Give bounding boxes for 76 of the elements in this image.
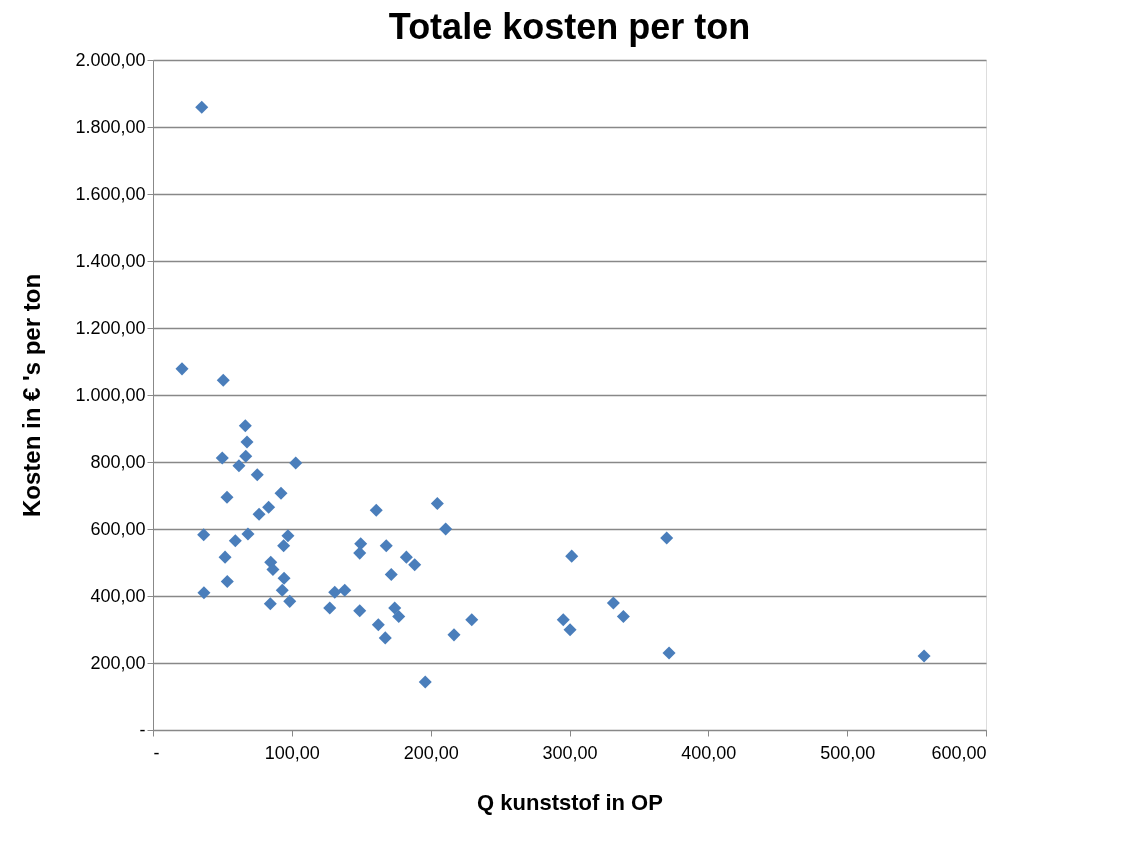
point: [266, 563, 280, 577]
y-tick-label: 1.800,00: [75, 116, 146, 137]
point: [384, 568, 398, 582]
point: [565, 549, 579, 563]
point: [465, 613, 479, 627]
y-tick-label: 1.200,00: [75, 317, 146, 338]
point: [606, 596, 620, 610]
point: [218, 550, 232, 564]
point: [241, 527, 255, 541]
point: [263, 597, 277, 611]
point: [378, 631, 392, 645]
y-tick-label: 1.000,00: [75, 384, 146, 405]
x-tick-label: 400,00: [681, 742, 737, 763]
point: [430, 497, 444, 511]
point: [369, 503, 383, 517]
y-tick-label: 400,00: [90, 585, 146, 606]
point: [439, 522, 453, 536]
point: [252, 507, 266, 521]
y-tick-label: 800,00: [90, 451, 146, 472]
point: [917, 649, 931, 663]
point: [197, 528, 211, 542]
point: [215, 451, 229, 465]
y-tick-label: 600,00: [90, 518, 146, 539]
point: [275, 583, 289, 597]
point: [616, 609, 630, 623]
x-tick-label: -: [153, 742, 160, 763]
x-tick-label: 500,00: [820, 742, 876, 763]
y-tick-label: -: [139, 719, 146, 740]
x-tick-label: 200,00: [403, 742, 459, 763]
point: [175, 362, 189, 376]
point: [354, 537, 368, 551]
point: [408, 558, 422, 572]
point: [216, 373, 230, 387]
point: [283, 594, 297, 608]
point: [388, 601, 402, 615]
point: [353, 604, 367, 618]
point: [323, 601, 337, 615]
x-axis-title: Q kunststof in OP: [477, 789, 663, 815]
point: [353, 546, 367, 560]
point: [399, 550, 413, 564]
point: [262, 500, 276, 514]
point: [328, 585, 342, 599]
point: [447, 628, 461, 642]
x-tick-label: 100,00: [264, 742, 320, 763]
point: [371, 618, 385, 632]
point: [220, 575, 234, 589]
point: [338, 583, 352, 597]
point: [379, 539, 393, 553]
point: [392, 609, 406, 623]
point: [274, 486, 288, 500]
point: [660, 531, 674, 545]
y-tick-label: 200,00: [90, 652, 146, 673]
y-axis-title: Kosten in € 's per ton: [18, 273, 46, 518]
y-tick-label: 1.600,00: [75, 183, 146, 204]
point: [197, 586, 211, 600]
y-tick-label: 1.400,00: [75, 250, 146, 271]
x-tick-label: 600,00: [931, 742, 987, 763]
point: [220, 490, 234, 504]
y-tick-label: 2.000,00: [75, 49, 146, 70]
point: [277, 539, 291, 553]
x-tick-label: 300,00: [542, 742, 598, 763]
point: [556, 613, 570, 627]
point: [418, 675, 432, 689]
point: [277, 571, 291, 585]
point: [238, 419, 252, 433]
point: [228, 534, 242, 548]
point: [250, 468, 264, 482]
point: [232, 459, 246, 473]
point: [239, 449, 253, 463]
point: [195, 100, 209, 114]
point: [289, 456, 303, 470]
point: [662, 646, 676, 660]
point: [281, 529, 295, 543]
chart-title: Totale kosten per ton: [388, 6, 751, 47]
point: [240, 435, 254, 449]
point: [563, 623, 577, 637]
